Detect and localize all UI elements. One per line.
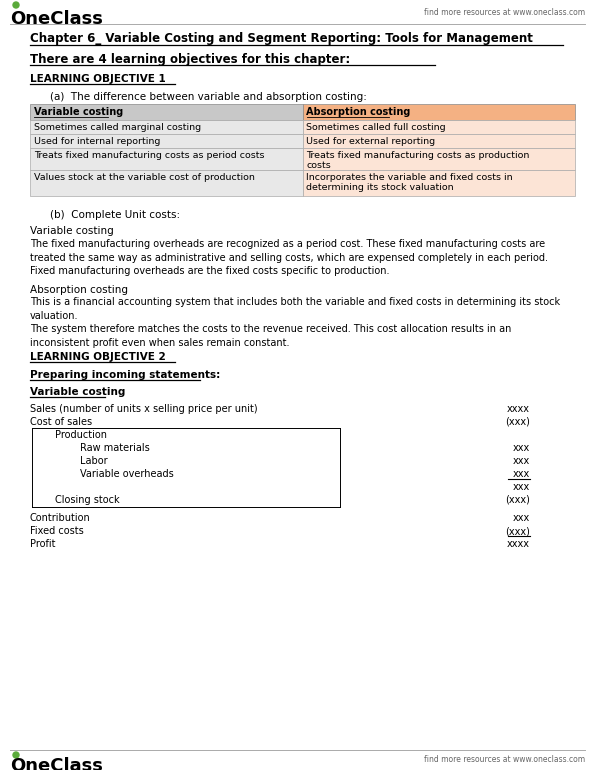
Bar xyxy=(30,170,302,196)
Text: Variable costing: Variable costing xyxy=(34,107,123,117)
Text: Contribution: Contribution xyxy=(30,513,91,523)
Text: LEARNING OBJECTIVE 2: LEARNING OBJECTIVE 2 xyxy=(30,352,166,362)
Text: LEARNING OBJECTIVE 1: LEARNING OBJECTIVE 1 xyxy=(30,74,166,84)
Text: Treats fixed manufacturing costs as production
costs: Treats fixed manufacturing costs as prod… xyxy=(306,151,530,170)
Text: Used for internal reporting: Used for internal reporting xyxy=(34,137,161,146)
Text: OneClass: OneClass xyxy=(10,757,103,770)
Text: find more resources at www.oneclass.com: find more resources at www.oneclass.com xyxy=(424,8,585,17)
Bar xyxy=(30,104,302,120)
Text: xxx: xxx xyxy=(513,469,530,479)
Text: Raw materials: Raw materials xyxy=(80,443,150,453)
Text: Variable costing: Variable costing xyxy=(30,387,126,397)
Text: Absorption costing: Absorption costing xyxy=(30,285,128,295)
Text: Labor: Labor xyxy=(80,456,108,466)
Text: find more resources at www.oneclass.com: find more resources at www.oneclass.com xyxy=(424,755,585,764)
Text: Sometimes called full costing: Sometimes called full costing xyxy=(306,123,446,132)
Text: Closing stock: Closing stock xyxy=(55,495,120,505)
Text: There are 4 learning objectives for this chapter:: There are 4 learning objectives for this… xyxy=(30,53,350,66)
Circle shape xyxy=(13,2,19,8)
Text: xxx: xxx xyxy=(513,482,530,492)
Text: Profit: Profit xyxy=(30,539,55,549)
Bar xyxy=(30,120,302,134)
Text: Sometimes called marginal costing: Sometimes called marginal costing xyxy=(34,123,201,132)
Circle shape xyxy=(13,752,19,758)
Text: xxx: xxx xyxy=(513,443,530,453)
Bar xyxy=(30,148,302,170)
Bar xyxy=(302,134,575,148)
Text: Cost of sales: Cost of sales xyxy=(30,417,92,427)
Text: Production: Production xyxy=(55,430,107,440)
Text: xxxx: xxxx xyxy=(507,539,530,549)
Text: Chapter 6_ Variable Costing and Segment Reporting: Tools for Management: Chapter 6_ Variable Costing and Segment … xyxy=(30,32,533,45)
Bar xyxy=(302,120,575,134)
Text: xxx: xxx xyxy=(513,456,530,466)
Text: Used for external reporting: Used for external reporting xyxy=(306,137,436,146)
Text: This is a financial accounting system that includes both the variable and fixed : This is a financial accounting system th… xyxy=(30,297,560,348)
Bar xyxy=(30,134,302,148)
Text: Preparing incoming statements:: Preparing incoming statements: xyxy=(30,370,220,380)
Bar xyxy=(302,148,575,170)
Text: (xxx): (xxx) xyxy=(505,526,530,536)
Text: Variable overheads: Variable overheads xyxy=(80,469,174,479)
Text: Fixed costs: Fixed costs xyxy=(30,526,84,536)
Text: Sales (number of units x selling price per unit): Sales (number of units x selling price p… xyxy=(30,404,258,414)
Text: Values stock at the variable cost of production: Values stock at the variable cost of pro… xyxy=(34,173,255,182)
Bar xyxy=(302,104,575,120)
Text: (xxx): (xxx) xyxy=(505,495,530,505)
Text: xxxx: xxxx xyxy=(507,404,530,414)
Text: Variable costing: Variable costing xyxy=(30,226,114,236)
Bar xyxy=(302,170,575,196)
Text: Incorporates the variable and fixed costs in
determining its stock valuation: Incorporates the variable and fixed cost… xyxy=(306,173,513,192)
Text: OneClass: OneClass xyxy=(10,10,103,28)
Text: Treats fixed manufacturing costs as period costs: Treats fixed manufacturing costs as peri… xyxy=(34,151,265,160)
Text: xxx: xxx xyxy=(513,513,530,523)
Text: (a)  The difference between variable and absorption costing:: (a) The difference between variable and … xyxy=(50,92,367,102)
Text: (xxx): (xxx) xyxy=(505,417,530,427)
Text: The fixed manufacturing overheads are recognized as a period cost. These fixed m: The fixed manufacturing overheads are re… xyxy=(30,239,548,276)
Text: Absorption costing: Absorption costing xyxy=(306,107,411,117)
Text: (b)  Complete Unit costs:: (b) Complete Unit costs: xyxy=(50,210,180,220)
